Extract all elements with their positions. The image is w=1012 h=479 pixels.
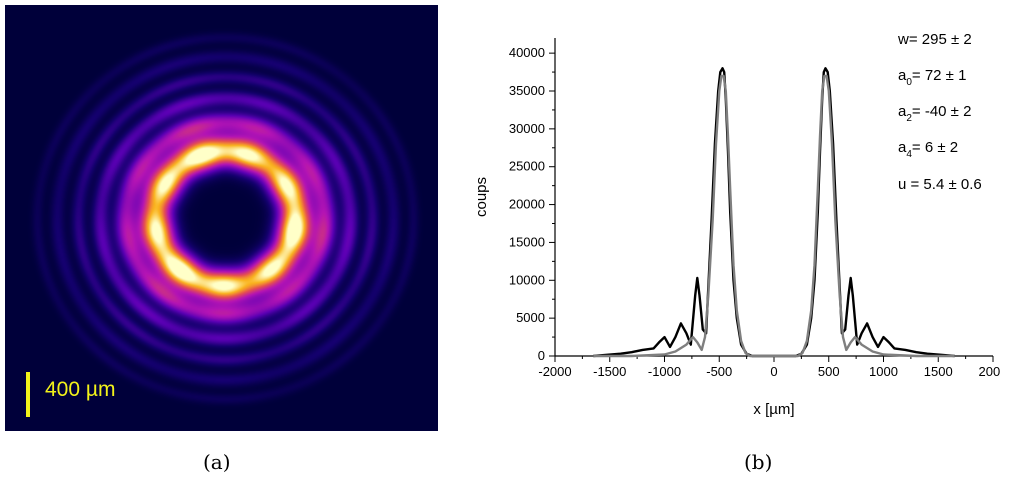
x-tick-label: 0 <box>770 364 777 379</box>
fit-parameter: a4= 6 ± 2 <box>898 139 958 160</box>
y-tick-label: 25000 <box>509 159 545 174</box>
x-tick-label: -1000 <box>648 364 681 379</box>
fit-profile-line <box>593 74 955 358</box>
y-tick-label: 15000 <box>509 234 545 249</box>
x-tick-label: -2000 <box>538 364 571 379</box>
scale-bar <box>26 372 30 417</box>
y-axis-title: coups <box>473 177 490 217</box>
y-tick-label: 35000 <box>509 83 545 98</box>
caption-a: (a) <box>203 450 231 474</box>
chart-series <box>593 67 955 358</box>
x-axis-title: x [µm] <box>753 401 794 418</box>
fit-parameters: w= 295 ± 2 a0= 72 ± 1 a2= -40 ± 2 a4= 6 ± 2… <box>897 31 982 193</box>
x-tick-label: 500 <box>818 364 840 379</box>
fit-parameter: w= 295 ± 2 <box>897 31 972 48</box>
y-tick-label: 0 <box>538 348 545 363</box>
beam-image: 400 µm <box>5 5 438 431</box>
fit-parameter: a0= 72 ± 1 <box>898 67 966 88</box>
ring-intensity-image <box>5 5 438 431</box>
y-tick-label: 40000 <box>509 45 545 60</box>
y-tick-label: 20000 <box>509 197 545 212</box>
fit-parameter: u = 5.4 ± 0.6 <box>898 176 982 193</box>
x-tick-label: -1500 <box>593 364 626 379</box>
y-tick-label: 30000 <box>509 121 545 136</box>
x-tick-label: 2000 <box>979 364 1000 379</box>
profile-chart: -2000-1500-1000-500050010001500200005000… <box>473 31 1000 418</box>
caption-b: (b) <box>744 450 773 474</box>
scale-bar-label: 400 µm <box>45 378 116 401</box>
y-tick-label: 10000 <box>509 272 545 287</box>
x-tick-label: 1500 <box>924 364 953 379</box>
y-tick-label: 5000 <box>516 310 545 325</box>
chart-axes: -2000-1500-1000-500050010001500200005000… <box>473 38 1000 418</box>
x-tick-label: -500 <box>706 364 732 379</box>
x-tick-label: 1000 <box>869 364 898 379</box>
fit-parameter: a2= -40 ± 2 <box>898 103 971 124</box>
